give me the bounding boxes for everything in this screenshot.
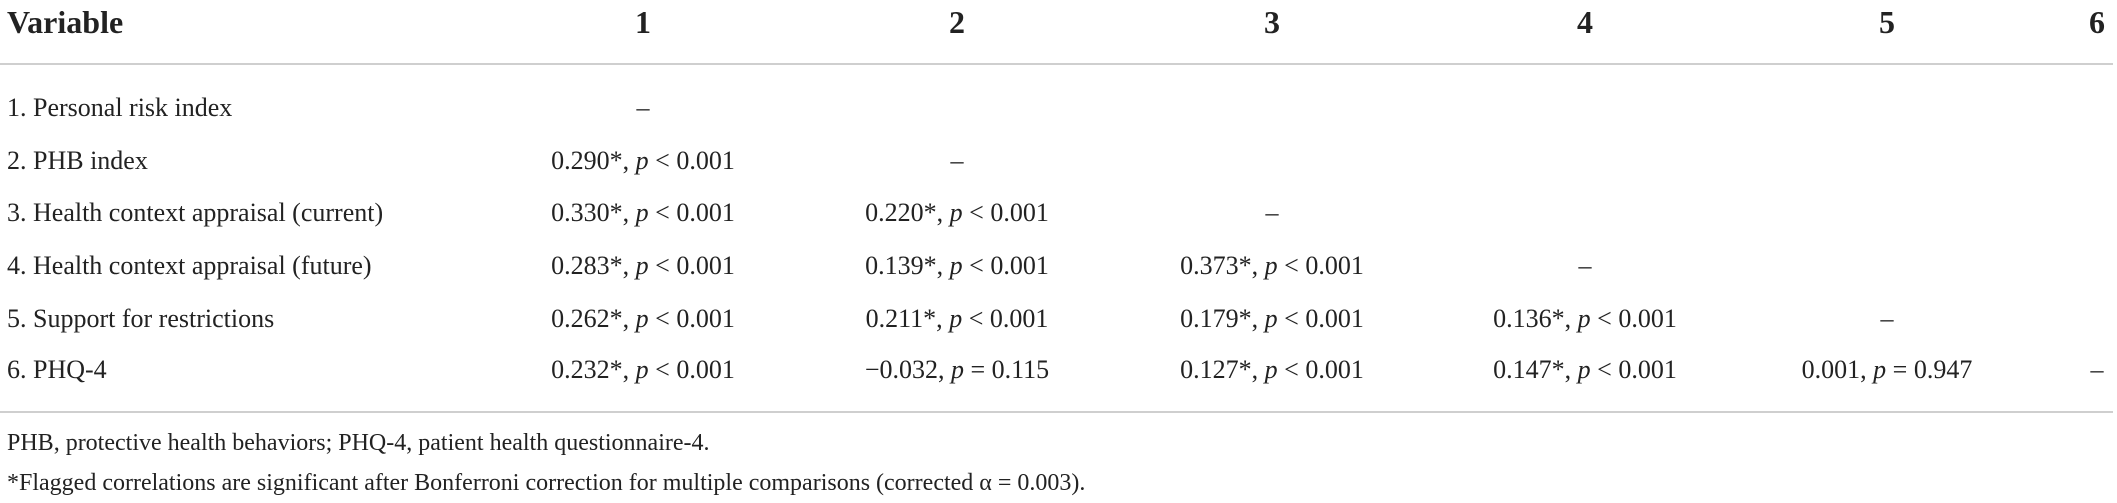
footnote: *Flagged correlations are significant af… (7, 470, 1086, 496)
correlation-cell: 0.373*, p < 0.001 (1180, 251, 1364, 280)
row-label: 6. PHQ-4 (7, 355, 107, 384)
correlation-cell: 0.330*, p < 0.001 (551, 198, 735, 227)
correlation-cell: 0.179*, p < 0.001 (1180, 304, 1364, 333)
correlation-cell: 0.283*, p < 0.001 (551, 251, 735, 280)
correlation-cell: 0.232*, p < 0.001 (551, 355, 735, 384)
correlation-cell: – (1265, 198, 1279, 227)
header-column: 4 (1577, 4, 1593, 40)
correlation-cell: – (636, 93, 650, 122)
header-variable: Variable (7, 4, 124, 40)
correlation-cell: 0.262*, p < 0.001 (551, 304, 735, 333)
correlation-cell: 0.139*, p < 0.001 (865, 251, 1049, 280)
header-rule (0, 63, 2113, 65)
row-label: 5. Support for restrictions (7, 304, 275, 333)
row-label: 2. PHB index (7, 146, 148, 175)
correlation-cell: – (2090, 355, 2104, 384)
correlation-cell: 0.127*, p < 0.001 (1180, 355, 1364, 384)
correlation-cell: 0.136*, p < 0.001 (1493, 304, 1677, 333)
header-column: 3 (1264, 4, 1280, 40)
correlation-cell: 0.211*, p < 0.001 (865, 304, 1049, 333)
header-column: 6 (2089, 4, 2105, 40)
row-label: 4. Health context appraisal (future) (7, 251, 372, 280)
correlation-cell: 0.147*, p < 0.001 (1493, 355, 1677, 384)
row-label: 1. Personal risk index (7, 93, 233, 122)
correlation-cell: – (1578, 251, 1592, 280)
correlation-cell: – (950, 146, 964, 175)
footnote: PHB, protective health behaviors; PHQ-4,… (7, 430, 710, 456)
correlation-cell: 0.001, p = 0.947 (1801, 355, 1973, 384)
row-label: 3. Health context appraisal (current) (7, 198, 384, 227)
table-bottom-rule (0, 411, 2113, 413)
correlation-cell: 0.220*, p < 0.001 (865, 198, 1049, 227)
header-column: 2 (949, 4, 965, 40)
header-column: 1 (635, 4, 651, 40)
correlation-cell: −0.032, p = 0.115 (864, 355, 1050, 384)
header-column: 5 (1879, 4, 1895, 40)
correlation-cell: 0.290*, p < 0.001 (551, 146, 735, 175)
correlation-cell: – (1880, 304, 1894, 333)
